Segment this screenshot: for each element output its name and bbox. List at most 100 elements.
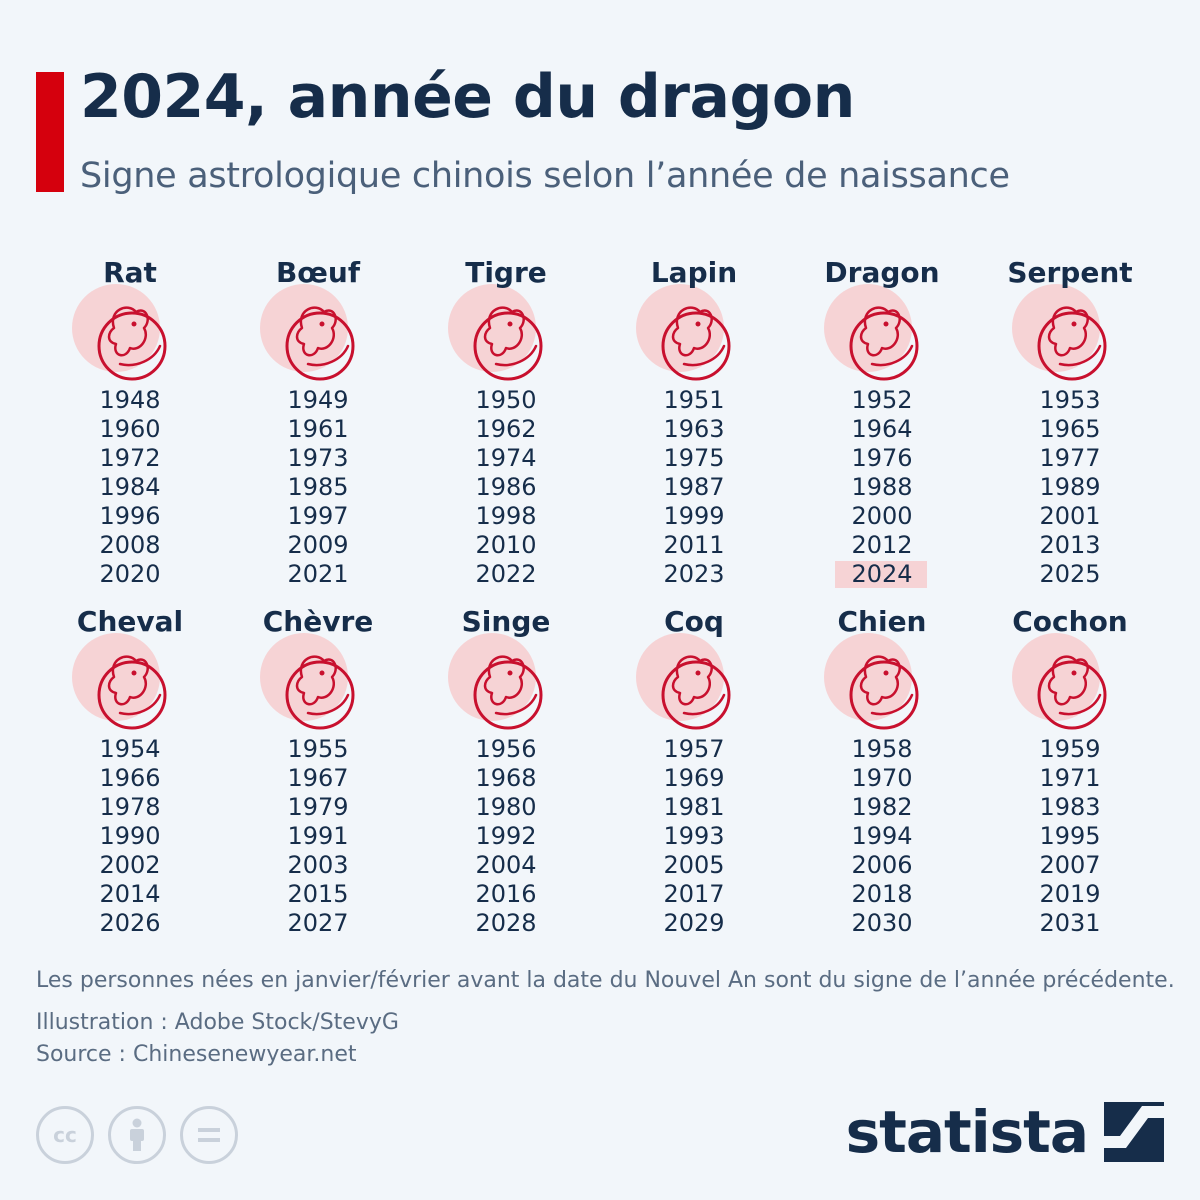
- year-value: 1960: [99, 415, 161, 443]
- year-list: 1953 1965 1977 1989 2001 2013 2025: [976, 386, 1164, 589]
- year-value: 1975: [663, 444, 725, 472]
- year-value: 1999: [663, 502, 725, 530]
- year-value: 1997: [287, 502, 349, 530]
- year-value: 2000: [851, 502, 913, 530]
- year-value: 1981: [663, 793, 725, 821]
- year-value: 1995: [1039, 822, 1101, 850]
- year-value: 2027: [287, 909, 349, 937]
- attribution-icon[interactable]: [108, 1106, 166, 1164]
- year-value: 1969: [663, 764, 725, 792]
- year-value: 1950: [475, 386, 537, 414]
- year-value: 2014: [99, 880, 161, 908]
- year-value: 1958: [851, 735, 913, 763]
- sign-cell: Coq 1957 1969 1981 1993 2005 2017 2029: [600, 599, 788, 949]
- year-value: 1955: [287, 735, 349, 763]
- cc-icon[interactable]: cc: [36, 1106, 94, 1164]
- sign-cell: Tigre 1950 1962 1974 1986 1998 2010 2022: [412, 250, 600, 600]
- sign-cell: Chèvre 1955 1967 1979 1991 2003 2015 2027: [224, 599, 412, 949]
- year-value: 2029: [663, 909, 725, 937]
- year-value: 2011: [663, 531, 725, 559]
- sign-name: Singe: [461, 605, 551, 638]
- year-value: 2005: [663, 851, 725, 879]
- sign-cell: Bœuf 1949 1961 1973 1985 1997 2009 2021: [224, 250, 412, 600]
- year-value: 1956: [475, 735, 537, 763]
- pig-icon: [1012, 633, 1107, 730]
- year-value: 2002: [99, 851, 161, 879]
- dragon-icon: [824, 284, 919, 381]
- year-value: 2010: [475, 531, 537, 559]
- year-value: 1967: [287, 764, 349, 792]
- sign-name: Chien: [837, 605, 927, 638]
- no-derivatives-icon[interactable]: [180, 1106, 238, 1164]
- year-value: 2001: [1039, 502, 1101, 530]
- sign-name: Cheval: [76, 605, 184, 638]
- year-value: 1953: [1039, 386, 1101, 414]
- year-value: 1988: [851, 473, 913, 501]
- year-value: 1996: [99, 502, 161, 530]
- year-list: 1959 1971 1983 1995 2007 2019 2031: [976, 735, 1164, 938]
- sign-name: Tigre: [465, 256, 547, 289]
- monkey-icon: [448, 633, 543, 730]
- zodiac-grid: Rat 1948 1960 1972 1984 1996 2008 2020 Bœuf 1949 1…: [36, 250, 1164, 950]
- sign-name: Rat: [103, 256, 157, 289]
- year-value: 2004: [475, 851, 537, 879]
- year-list: 1955 1967 1979 1991 2003 2015 2027: [224, 735, 412, 938]
- year-value: 2031: [1039, 909, 1101, 937]
- year-value: 1970: [851, 764, 913, 792]
- sign-name: Cochon: [1012, 605, 1128, 638]
- year-list: 1951 1963 1975 1987 1999 2011 2023: [600, 386, 788, 589]
- year-value: 1974: [475, 444, 537, 472]
- rat-icon: [72, 284, 167, 381]
- year-value: 2013: [1039, 531, 1101, 559]
- year-value: 2012: [851, 531, 913, 559]
- sign-cell: Cheval 1954 1966 1978 1990 2002 2014 2026: [36, 599, 224, 949]
- chart-title: 2024, année du dragon: [80, 62, 855, 132]
- year-value: 2003: [287, 851, 349, 879]
- sign-name: Serpent: [1007, 256, 1133, 289]
- year-value: 1980: [475, 793, 537, 821]
- year-value: 1998: [475, 502, 537, 530]
- year-value: 1982: [851, 793, 913, 821]
- statista-logo[interactable]: statista: [846, 1098, 1164, 1166]
- ox-icon: [260, 284, 355, 381]
- year-value: 1976: [851, 444, 913, 472]
- year-value: 2025: [1039, 560, 1101, 588]
- sign-cell: Rat 1948 1960 1972 1984 1996 2008 2020: [36, 250, 224, 600]
- year-value: 1990: [99, 822, 161, 850]
- footnote: Les personnes nées en janvier/février av…: [36, 968, 1175, 993]
- rooster-icon: [636, 633, 731, 730]
- year-value: 2028: [475, 909, 537, 937]
- sign-name: Dragon: [824, 256, 940, 289]
- year-value: 1963: [663, 415, 725, 443]
- year-list: 1957 1969 1981 1993 2005 2017 2029: [600, 735, 788, 938]
- year-value: 1965: [1039, 415, 1101, 443]
- year-list: 1956 1968 1980 1992 2004 2016 2028: [412, 735, 600, 938]
- year-value: 1957: [663, 735, 725, 763]
- year-value: 1992: [475, 822, 537, 850]
- year-value: 2022: [475, 560, 537, 588]
- year-value: 2023: [663, 560, 725, 588]
- year-value: 1994: [851, 822, 913, 850]
- year-value: 1961: [287, 415, 349, 443]
- year-value: 2018: [851, 880, 913, 908]
- tiger-icon: [448, 284, 543, 381]
- sign-name: Lapin: [650, 256, 738, 289]
- year-value: 2015: [287, 880, 349, 908]
- year-list: 1950 1962 1974 1986 1998 2010 2022: [412, 386, 600, 589]
- year-value: 1993: [663, 822, 725, 850]
- year-value: 1973: [287, 444, 349, 472]
- year-value: 1966: [99, 764, 161, 792]
- year-value: 2030: [851, 909, 913, 937]
- year-list: 1948 1960 1972 1984 1996 2008 2020: [36, 386, 224, 589]
- year-value: 1977: [1039, 444, 1101, 472]
- dog-icon: [824, 633, 919, 730]
- sign-cell: Lapin 1951 1963 1975 1987 1999 2011 2023: [600, 250, 788, 600]
- sign-name: Chèvre: [262, 605, 374, 638]
- year-value: 1948: [99, 386, 161, 414]
- source-link[interactable]: Source : Chinesenewyear.net: [36, 1042, 357, 1067]
- year-value: 2016: [475, 880, 537, 908]
- sign-cell: Dragon 1952 1964 1976 1988 2000 2012 2024: [788, 250, 976, 600]
- year-value: 1989: [1039, 473, 1101, 501]
- year-value: 1971: [1039, 764, 1101, 792]
- year-value: 2020: [99, 560, 161, 588]
